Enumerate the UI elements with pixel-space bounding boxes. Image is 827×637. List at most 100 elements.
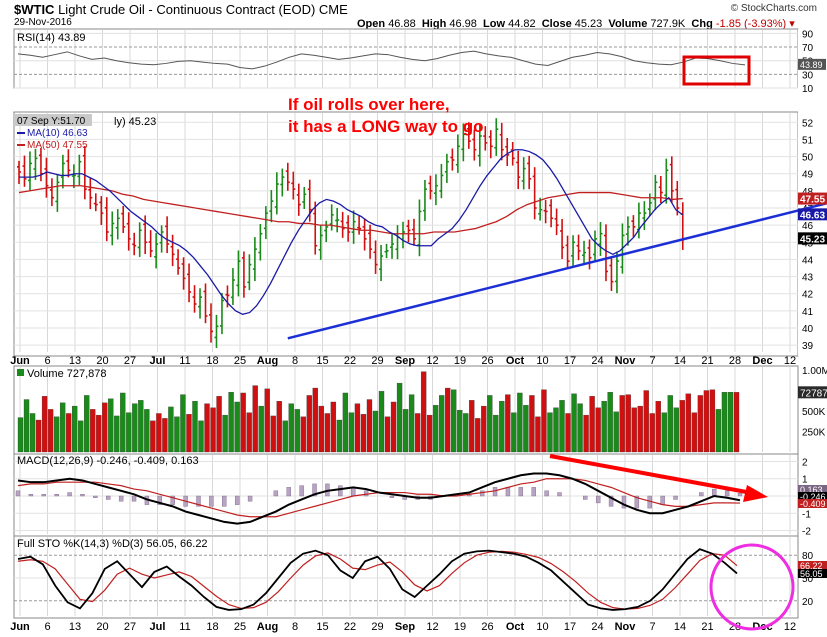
low-label: Low: [483, 18, 506, 30]
volume-bar: [138, 400, 144, 453]
price-y-tick: 44: [802, 255, 814, 266]
macd-label: MACD(12,26,9) -0.246, -0.409, 0.163: [17, 455, 199, 467]
volume-bar: [312, 387, 318, 453]
sto-x-tick-label: 24: [591, 621, 603, 633]
sto-x-tick-label: 20: [96, 621, 108, 633]
sto-x-tick-label: 14: [674, 621, 686, 633]
rsi-label: RSI(14) 43.89: [17, 32, 85, 44]
volume-bar: [523, 405, 529, 453]
macd-value-label: -0.409: [800, 499, 826, 509]
macd-histogram-bar: [699, 492, 704, 497]
macd-histogram-bar: [157, 495, 163, 505]
volume-bar: [637, 405, 643, 453]
price-x-tick-label: 29: [371, 355, 383, 367]
price-x-tick-label: 6: [44, 355, 50, 367]
volume-bar: [420, 371, 427, 453]
volume-bar: [246, 412, 252, 453]
volume-bar: [204, 403, 210, 453]
annotation-line-2: it has a LONG way to go: [288, 117, 484, 136]
price-x-tick-label: 10: [536, 355, 548, 367]
macd-histogram-bar: [583, 495, 588, 500]
legend-hover-readout: 07 Sep Y:51.70: [17, 116, 86, 127]
volume-bar: [360, 414, 367, 453]
macd-histogram-bar: [389, 495, 395, 498]
macd-histogram-bar: [106, 495, 111, 500]
volume-bar: [102, 402, 108, 453]
chart-title: $WTIC Light Crude Oil - Continuous Contr…: [14, 2, 348, 17]
price-x-tick-label: 11: [179, 355, 190, 367]
volume-value: 727.9K: [650, 18, 686, 30]
volume-bar: [336, 419, 343, 453]
volume-bar: [342, 392, 349, 453]
volume-bar: [210, 407, 216, 453]
volume-bar: [667, 395, 673, 453]
ma50-legend: MA(50) 47.55: [27, 140, 88, 151]
price-x-tick-label: Jul: [150, 355, 166, 367]
sto-x-tick-label: Sep: [395, 621, 415, 633]
volume-bar: [288, 403, 294, 453]
price-y-tick: 41: [802, 307, 814, 318]
price-x-tick-label: 27: [124, 355, 136, 367]
sto-d-line: [17, 550, 738, 610]
volume-bar: [96, 414, 102, 453]
macd-histogram-bar: [621, 495, 627, 509]
volume-bar: [174, 416, 180, 453]
sto-y-tick: 20: [802, 597, 814, 608]
macd-histogram-bar: [737, 492, 743, 497]
macd-line: [17, 472, 741, 525]
rsi-y-tick: 10: [802, 84, 814, 95]
volume-bar: [631, 407, 637, 453]
volume-bar: [192, 401, 198, 453]
price-y-tick: 42: [802, 290, 814, 301]
open-value: 46.88: [388, 18, 416, 30]
sto-x-tick-label: 12: [784, 621, 796, 633]
macd-histogram-bar: [608, 495, 614, 507]
price-x-tick-label: Jun: [10, 355, 30, 367]
price-value-tag: [798, 208, 827, 221]
macd-histogram-bar: [660, 495, 665, 505]
volume-bar: [709, 389, 716, 453]
sto-x-tick-label: 8: [292, 621, 298, 633]
volume-bar: [673, 407, 679, 453]
volume-label: Volume: [608, 18, 648, 30]
volume-bar: [144, 409, 150, 453]
instrument-name: Light Crude Oil - Continuous Contract (E…: [58, 2, 316, 17]
price-y-tick: 39: [802, 341, 814, 352]
volume-bar: [276, 401, 282, 453]
macd-red-arrowhead: [743, 485, 768, 502]
volume-bar: [595, 407, 601, 453]
volume-bar: [324, 413, 331, 453]
sto-y-tick: 50: [802, 574, 814, 585]
price-x-tick-label: Oct: [506, 355, 525, 367]
volume-bar: [505, 394, 511, 453]
sto-x-tick-label: 21: [701, 621, 713, 633]
macd-histogram-bar: [286, 487, 291, 497]
volume-bar: [29, 413, 36, 453]
price-x-tick-label: 15: [316, 355, 328, 367]
macd-histogram-bar: [479, 490, 485, 497]
rsi-y-tick: 30: [802, 70, 814, 81]
volume-bar: [607, 391, 613, 453]
volume-bar: [655, 401, 661, 453]
high-label: High: [421, 18, 447, 30]
macd-histogram-bar: [518, 487, 524, 497]
macd-histogram-bar: [299, 485, 304, 497]
volume-bar: [264, 388, 270, 453]
price-x-tick-label: Aug: [257, 355, 278, 367]
volume-bar: [601, 401, 607, 453]
volume-bar: [150, 420, 156, 453]
price-x-tick-label: 8: [292, 355, 298, 367]
close-label: Close: [541, 18, 572, 30]
volume-bar: [721, 391, 728, 453]
volume-bar: [234, 401, 240, 453]
volume-bar: [451, 389, 457, 453]
rsi-y-tick: 70: [802, 43, 814, 54]
volume-bar: [23, 399, 30, 453]
macd-histogram-bar: [351, 487, 356, 497]
macd-histogram-bar: [531, 487, 536, 497]
high-value: 46.98: [449, 18, 477, 30]
volume-bar: [469, 400, 475, 453]
macd-value-tag: [798, 499, 827, 508]
sto-x-tick-label: 13: [69, 621, 81, 633]
macd-y-tick: -2: [802, 527, 811, 538]
